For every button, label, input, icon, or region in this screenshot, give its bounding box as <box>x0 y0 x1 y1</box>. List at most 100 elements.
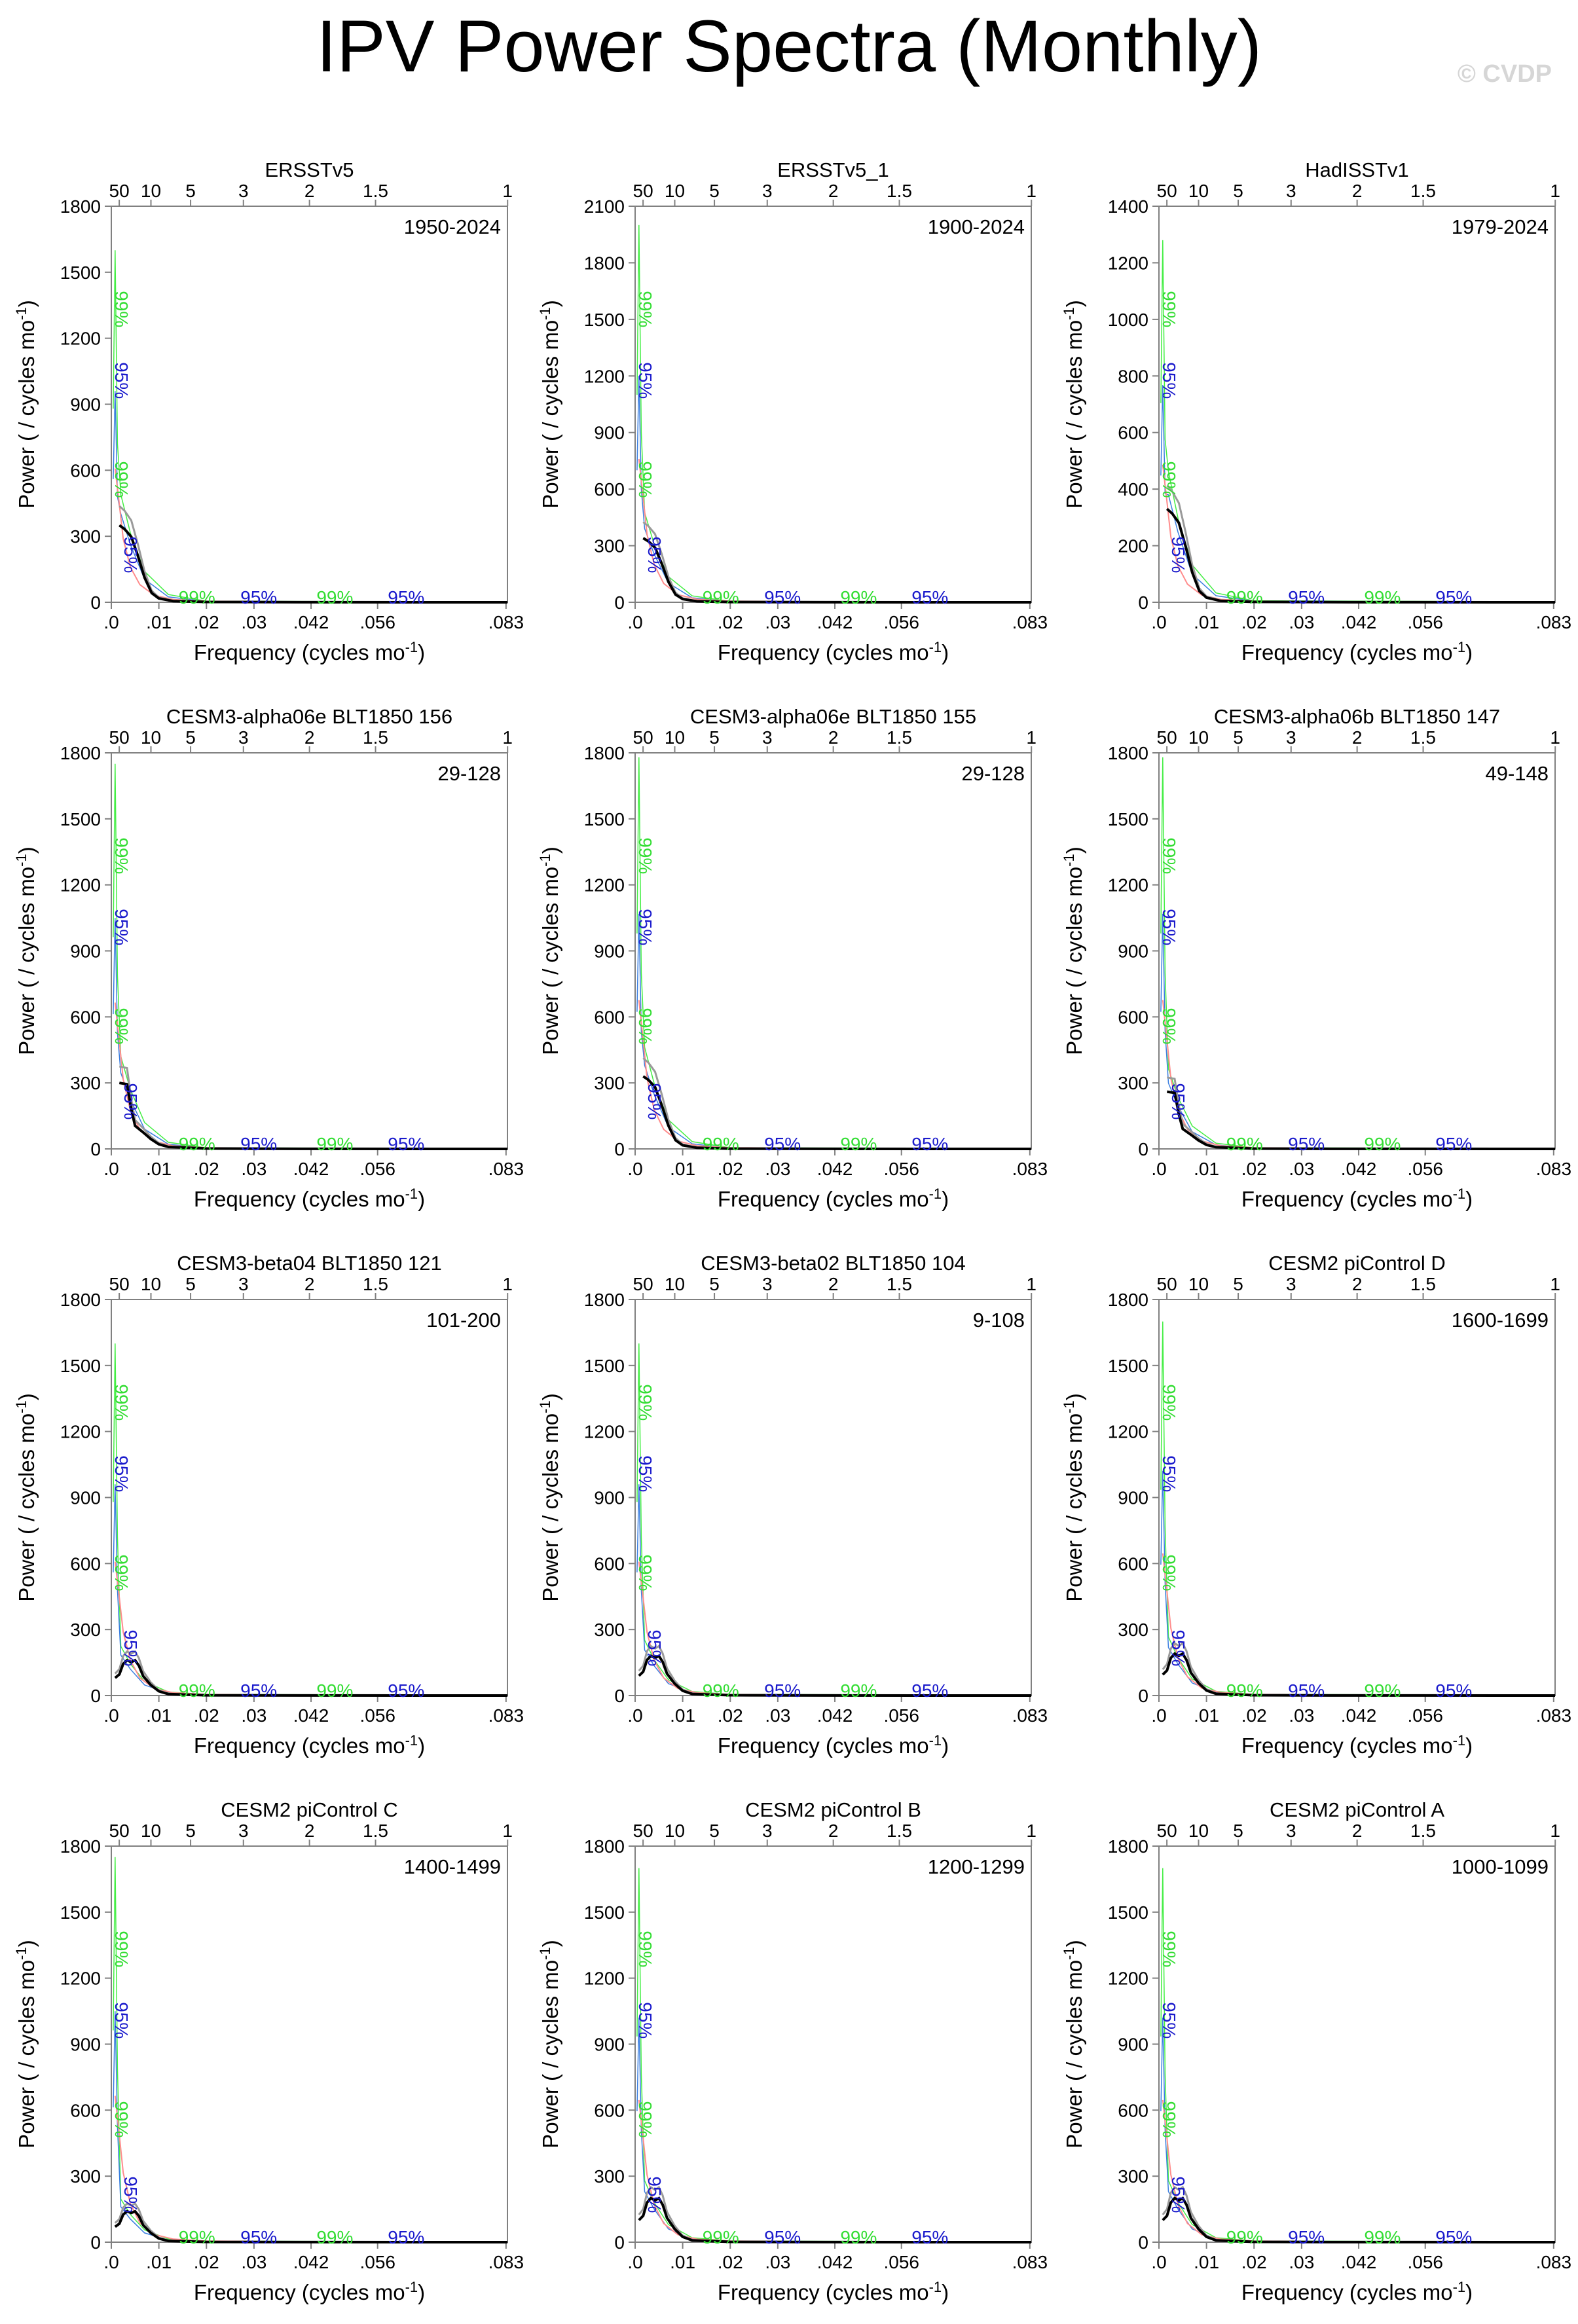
x-tick-label: .056 <box>359 612 395 632</box>
x-tick-label: .042 <box>1341 612 1377 632</box>
x-tick-label: .083 <box>1012 1159 1048 1179</box>
conf99-label: 99% <box>316 1134 353 1154</box>
top-tick-label: 3 <box>1286 181 1296 201</box>
conf99-label: 99% <box>1159 461 1179 498</box>
years-label: 9-108 <box>973 1309 1025 1332</box>
y-tick-label: 300 <box>1118 2166 1148 2187</box>
x-tick-label: .042 <box>293 1159 329 1179</box>
x-tick-label: .01 <box>146 1159 172 1179</box>
conf95-line <box>1160 1471 1556 1696</box>
x-tick-label: .01 <box>1194 612 1219 632</box>
y-axis-label: Power ( / cycles mo-1) <box>13 300 39 508</box>
conf95-line <box>113 2011 508 2243</box>
panel-title: HadISSTv1 <box>1305 158 1409 181</box>
spectrum-line <box>642 1075 1032 1150</box>
top-tick-label: 50 <box>109 1821 130 1841</box>
conf95-label: 95% <box>120 536 141 573</box>
top-tick-label: 5 <box>1233 1274 1243 1294</box>
top-tick-label: 1 <box>502 1821 513 1841</box>
x-tick-label: .03 <box>241 1705 266 1726</box>
panel-title: CESM3-beta04 BLT1850 121 <box>177 1252 441 1275</box>
x-tick-label: .0 <box>1151 1705 1166 1726</box>
years-label: 29-128 <box>437 762 501 785</box>
conf99-label: 99% <box>179 1680 215 1701</box>
years-label: 1979-2024 <box>1452 215 1549 238</box>
top-tick-label: 10 <box>1188 1821 1209 1841</box>
plot-frame <box>111 1299 508 1696</box>
conf95-label: 95% <box>1168 536 1188 573</box>
conf99-label: 99% <box>111 291 132 327</box>
x-tick-label: .01 <box>146 2252 172 2272</box>
conf99-label: 99% <box>1226 2227 1263 2247</box>
x-axis-label: Frequency (cycles mo-1) <box>194 1186 425 1211</box>
top-tick-label: 1.5 <box>1410 727 1436 748</box>
conf95-line <box>1160 2018 1556 2243</box>
x-tick-label: .056 <box>1407 612 1443 632</box>
y-tick-label: 300 <box>70 1073 101 1093</box>
y-tick-label: 1800 <box>1108 743 1148 763</box>
y-tick-label: 1800 <box>60 1290 101 1310</box>
top-tick-label: 1.5 <box>363 1274 388 1294</box>
y-tick-label: 1200 <box>1108 253 1148 273</box>
conf99-label: 99% <box>840 2227 877 2247</box>
conf99-label: 99% <box>703 1680 739 1701</box>
red-noise-line <box>1162 1000 1556 1150</box>
conf95-label: 95% <box>635 362 655 399</box>
y-tick-label: 0 <box>90 1139 101 1159</box>
top-tick-label: 2 <box>828 1274 839 1294</box>
top-tick-label: 3 <box>1286 727 1296 748</box>
top-tick-label: 50 <box>1157 181 1177 201</box>
top-tick-label: 10 <box>141 181 161 201</box>
y-tick-label: 600 <box>1118 2100 1148 2120</box>
plot-frame <box>1158 1299 1556 1696</box>
x-tick-label: .042 <box>1341 1705 1377 1726</box>
y-tick-label: 1500 <box>60 809 101 829</box>
conf99-line <box>636 225 1032 603</box>
panel-3: HadISSTv1 1979-2024 0 200 400 600 800 1000 1200 1… <box>1061 158 1571 664</box>
years-label: 1900-2024 <box>928 215 1025 238</box>
years-label: 49-148 <box>1485 762 1549 785</box>
y-tick-label: 1200 <box>1108 1969 1148 1989</box>
top-tick-label: 10 <box>665 181 685 201</box>
x-tick-label: .056 <box>1407 1705 1443 1726</box>
top-tick-label: 3 <box>762 1821 773 1841</box>
conf95-line <box>1160 385 1556 603</box>
x-tick-label: .01 <box>670 2252 695 2272</box>
x-axis-label: Frequency (cycles mo-1) <box>718 1186 949 1211</box>
plot-frame <box>111 206 508 603</box>
x-tick-label: .03 <box>765 1705 790 1726</box>
panel-4: CESM3-alpha06e BLT1850 156 29-128 0 300 600 9… <box>13 705 524 1211</box>
conf99-label: 99% <box>635 2101 655 2137</box>
conf95-label: 95% <box>120 1083 141 1119</box>
gray-spread-line <box>114 2202 508 2243</box>
top-tick-label: 1.5 <box>887 727 912 748</box>
red-noise-line <box>638 1000 1032 1150</box>
y-tick-label: 0 <box>614 1686 625 1706</box>
y-tick-label: 900 <box>594 423 625 443</box>
conf95-label: 95% <box>1435 587 1472 608</box>
gray-spread-line <box>114 1650 508 1697</box>
conf99-label: 99% <box>703 2227 739 2247</box>
conf95-label: 95% <box>240 1680 277 1701</box>
x-tick-label: .02 <box>718 2252 743 2272</box>
y-tick-label: 900 <box>1118 941 1148 962</box>
y-tick-label: 0 <box>90 1686 101 1706</box>
x-tick-label: .03 <box>1289 1705 1314 1726</box>
top-tick-label: 5 <box>185 1821 196 1841</box>
x-tick-label: .083 <box>488 1159 524 1179</box>
conf95-label: 95% <box>1288 587 1325 608</box>
top-tick-label: 5 <box>709 1821 720 1841</box>
x-tick-label: .083 <box>1536 1159 1572 1179</box>
spectrum-line <box>1166 1090 1556 1150</box>
y-tick-label: 600 <box>1118 423 1148 443</box>
top-tick-label: 3 <box>238 1274 249 1294</box>
conf99-line <box>113 250 508 603</box>
x-tick-label: .01 <box>1194 2252 1219 2272</box>
y-tick-label: 300 <box>70 2166 101 2187</box>
page-title: IPV Power Spectra (Monthly) <box>316 5 1262 87</box>
y-tick-label: 300 <box>594 2166 625 2187</box>
top-tick-label: 1 <box>1550 181 1560 201</box>
conf99-label: 99% <box>635 1554 655 1591</box>
top-tick-label: 50 <box>109 181 130 201</box>
spectrum-line <box>638 1654 1032 1697</box>
